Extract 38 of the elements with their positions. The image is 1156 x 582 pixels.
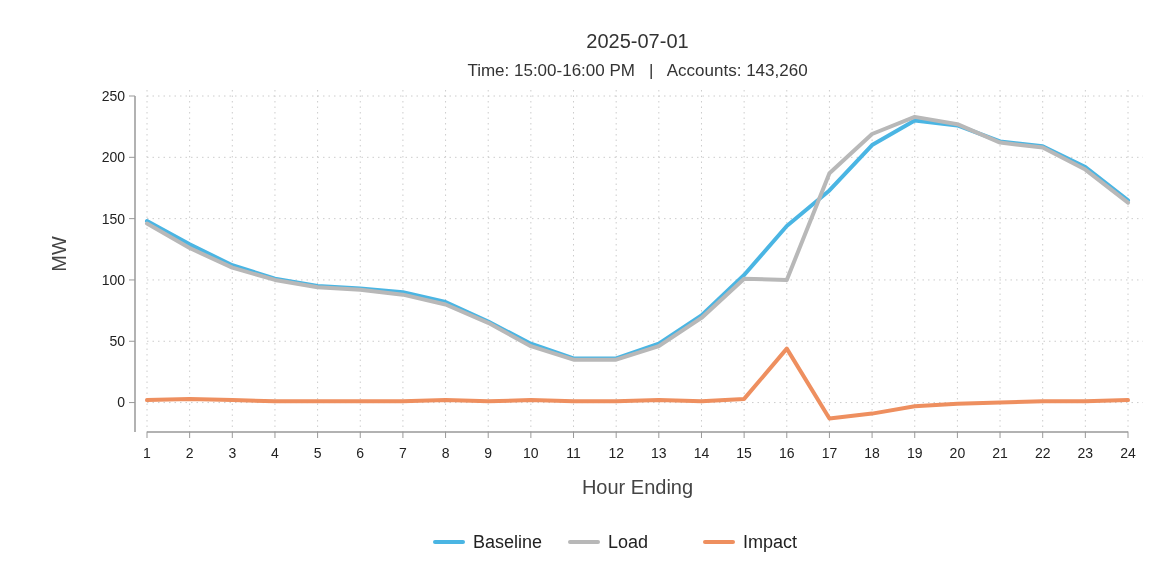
line-series <box>145 346 1130 421</box>
x-axis-title: Hour Ending <box>581 476 694 498</box>
y-tick-label: 0 <box>117 394 126 411</box>
y-tick-label: 50 <box>109 333 126 350</box>
x-tick-label: 20 <box>949 445 966 461</box>
x-tick-label: 12 <box>608 445 625 461</box>
chart-subtitle: Time: 15:00-16:00 PM | Accounts: 143,260 <box>467 61 808 80</box>
x-tick-label: 10 <box>523 445 539 461</box>
x-tick-label: 2 <box>185 445 194 461</box>
x-tick-label: 19 <box>906 445 923 461</box>
legend-label: Baseline <box>473 532 543 553</box>
x-tick-label: 22 <box>1034 445 1051 461</box>
x-tick-label: 11 <box>566 445 581 461</box>
x-tick-label: 18 <box>864 445 881 461</box>
x-tick-label: 21 <box>992 445 1009 461</box>
x-tick-label: 5 <box>313 445 322 461</box>
y-tick-label: 250 <box>101 87 126 104</box>
x-tick-label: 13 <box>651 445 667 461</box>
x-tick-label: 16 <box>778 445 795 461</box>
x-tick-label: 9 <box>484 445 493 461</box>
legend-label: Load <box>608 532 649 553</box>
x-tick-label: 15 <box>736 445 753 461</box>
y-tick-label: 100 <box>101 271 126 288</box>
x-tick-label: 17 <box>821 445 838 461</box>
chart-title: 2025-07-01 <box>586 30 689 52</box>
x-tick-label: 6 <box>356 445 365 461</box>
x-tick-label: 14 <box>693 445 710 461</box>
x-tick-label: 1 <box>143 445 152 461</box>
x-tick-label: 3 <box>228 445 237 461</box>
y-axis-title: MW <box>48 236 70 272</box>
legend-label: Impact <box>743 532 798 553</box>
x-tick-label: 23 <box>1077 445 1094 461</box>
y-tick-label: 150 <box>101 210 126 227</box>
x-tick-label: 7 <box>399 445 408 461</box>
x-tick-label: 4 <box>271 445 280 461</box>
x-tick-label: 8 <box>441 445 450 461</box>
y-tick-label: 200 <box>101 149 126 166</box>
x-tick-label: 24 <box>1120 445 1136 461</box>
